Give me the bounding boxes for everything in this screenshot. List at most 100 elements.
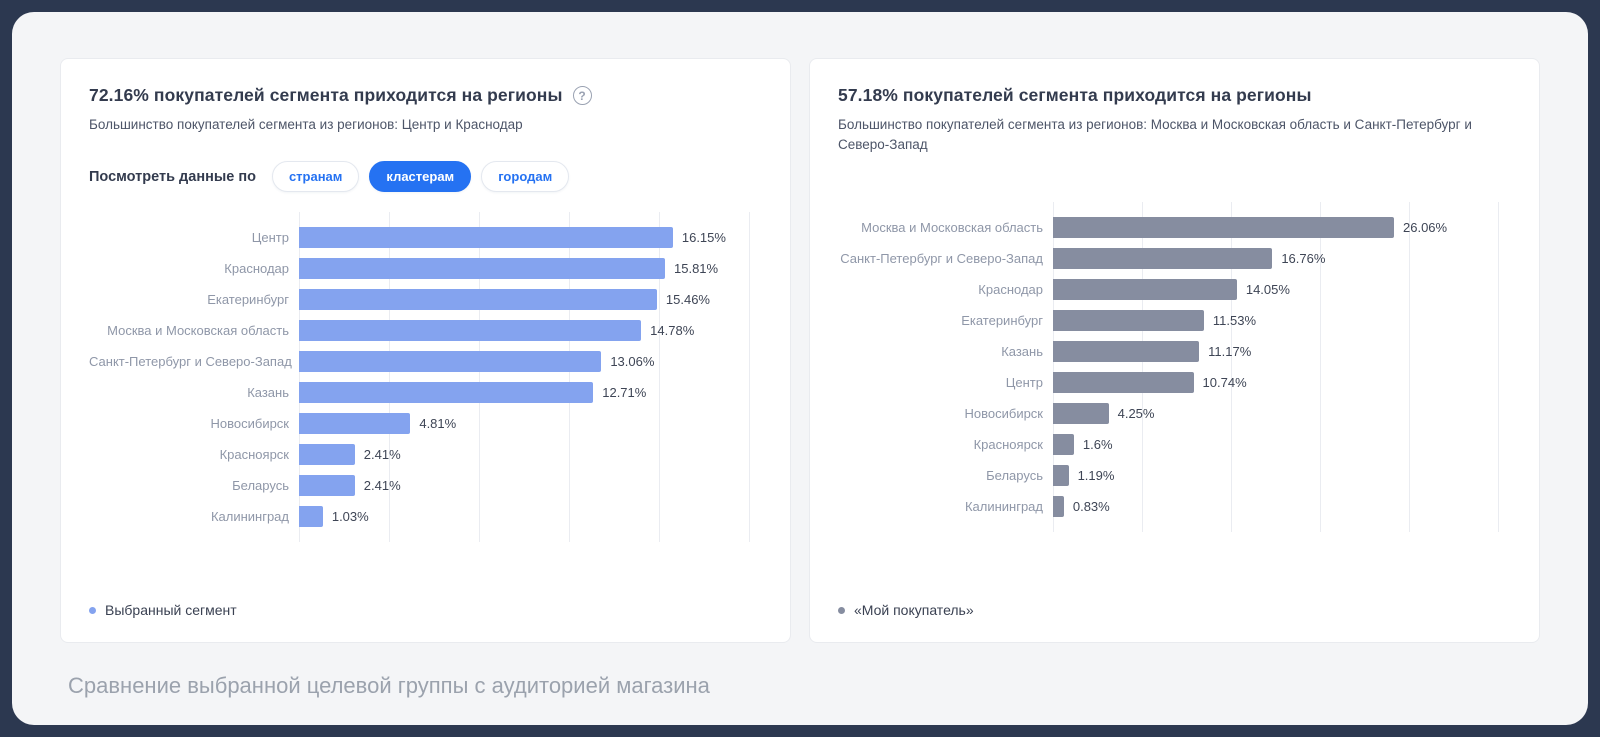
value-label: 1.03% — [331, 509, 369, 525]
value-label: 26.06% — [1403, 219, 1448, 235]
bar-track: 13.06% — [299, 346, 762, 377]
bar-track: 11.17% — [1053, 336, 1511, 367]
bar-track: 14.05% — [1053, 274, 1511, 305]
legend-dot — [89, 606, 96, 614]
bar[interactable] — [1053, 495, 1064, 517]
filter-pill-clusters[interactable]: кластерам — [369, 161, 472, 193]
legend-dot — [838, 606, 845, 614]
bar-track: 0.83% — [1053, 491, 1511, 522]
chart-row: Екатеринбург 11.53% — [838, 305, 1511, 336]
bar-track: 11.53% — [1053, 305, 1511, 336]
bar[interactable] — [299, 475, 355, 497]
chart-row: Центр 10.74% — [838, 367, 1511, 398]
value-label: 13.06% — [610, 354, 655, 370]
chart-row: Краснодар 14.05% — [838, 274, 1511, 305]
charts-row: 72.16% покупателей сегмента приходится н… — [12, 12, 1588, 643]
category-label: Санкт-Петербург и Северо-Запад — [840, 250, 1043, 266]
bar[interactable] — [299, 382, 594, 404]
chart-row: Екатеринбург 15.46% — [89, 284, 762, 315]
audience-bar-chart: Москва и Московская область 26.06% Санкт-П… — [838, 201, 1511, 532]
category-label: Беларусь — [986, 467, 1043, 483]
category-label: Центр — [251, 230, 289, 246]
bar[interactable] — [1053, 433, 1074, 455]
bar-track: 1.19% — [1053, 460, 1511, 491]
bar[interactable] — [299, 413, 411, 435]
chart-row: Новосибирск 4.81% — [89, 408, 762, 439]
category-label: Москва и Московская область — [107, 323, 289, 339]
bar-track: 10.74% — [1053, 367, 1511, 398]
category-label: Краснодар — [978, 281, 1043, 297]
chart-row: Калининград 1.03% — [89, 501, 762, 532]
bar[interactable] — [299, 227, 673, 249]
filter-pill-cities[interactable]: городам — [481, 161, 570, 193]
category-label: Санкт-Петербург и Северо-Запад — [89, 354, 292, 370]
bar-track: 12.71% — [299, 377, 762, 408]
category-label: Казань — [247, 385, 289, 401]
bar[interactable] — [1053, 309, 1204, 331]
bar-track: 15.81% — [299, 253, 762, 284]
chart-row: Казань 11.17% — [838, 336, 1511, 367]
bar[interactable] — [1053, 216, 1394, 238]
value-label: 0.83% — [1072, 498, 1110, 514]
bar[interactable] — [1053, 278, 1237, 300]
chart-row: Беларусь 2.41% — [89, 470, 762, 501]
value-label: 16.76% — [1281, 250, 1326, 266]
bar[interactable] — [299, 258, 665, 280]
panel-title: 72.16% покупателей сегмента приходится н… — [89, 85, 563, 105]
category-label: Красноярск — [973, 436, 1043, 452]
bar-track: 16.76% — [1053, 243, 1511, 274]
help-icon[interactable]: ? — [572, 86, 592, 105]
segment-panel: 72.16% покупателей сегмента приходится н… — [60, 58, 791, 643]
chart-row: Краснодар 15.81% — [89, 253, 762, 284]
bar[interactable] — [1053, 340, 1200, 362]
chart-row: Калининград 0.83% — [838, 491, 1511, 522]
chart-row: Санкт-Петербург и Северо-Запад 16.76% — [838, 243, 1511, 274]
category-label: Екатеринбург — [961, 312, 1043, 328]
bar[interactable] — [299, 320, 642, 342]
legend: Выбранный сегмент — [89, 602, 762, 622]
chart-row: Казань 12.71% — [89, 377, 762, 408]
bar-track: 2.41% — [299, 439, 762, 470]
chart-row: Санкт-Петербург и Северо-Запад 13.06% — [89, 346, 762, 377]
bar[interactable] — [299, 351, 602, 373]
value-label: 11.53% — [1212, 312, 1257, 328]
filter-label: Посмотреть данные по — [89, 168, 256, 185]
chart-row: Беларусь 1.19% — [838, 460, 1511, 491]
bar-track: 4.25% — [1053, 398, 1511, 429]
bar[interactable] — [1053, 247, 1273, 269]
bar-track: 15.46% — [299, 284, 762, 315]
panel-subtitle: Большинство покупателей сегмента из реги… — [838, 117, 1472, 153]
legend-label: Выбранный сегмент — [105, 602, 237, 618]
panel-title: 57.18% покупателей сегмента приходится н… — [838, 85, 1312, 105]
audience-panel: 57.18% покупателей сегмента приходится н… — [809, 58, 1540, 643]
bar[interactable] — [1053, 464, 1069, 486]
bar[interactable] — [1053, 402, 1109, 424]
bar[interactable] — [299, 506, 323, 528]
value-label: 4.81% — [419, 416, 457, 432]
category-label: Центр — [1005, 374, 1043, 390]
value-label: 15.46% — [665, 292, 710, 308]
value-label: 1.6% — [1082, 436, 1113, 452]
value-label: 10.74% — [1202, 374, 1247, 390]
bar[interactable] — [299, 444, 355, 466]
value-label: 14.05% — [1245, 281, 1290, 297]
category-label: Москва и Московская область — [861, 219, 1043, 235]
category-label: Красноярск — [219, 447, 289, 463]
panel-header: 72.16% покупателей сегмента приходится н… — [89, 85, 762, 106]
category-label: Калининград — [964, 498, 1043, 514]
content-area: 72.16% покупателей сегмента приходится н… — [12, 12, 1588, 725]
filter-pill-countries[interactable]: странам — [271, 161, 360, 193]
filter-pills: странам кластерам городам — [271, 161, 570, 193]
segment-bar-chart: Центр 16.15% Краснодар 15.81% Екатеринбург 15… — [89, 212, 762, 543]
bar-track: 2.41% — [299, 470, 762, 501]
bar-track: 16.15% — [299, 222, 762, 253]
value-label: 14.78% — [650, 323, 695, 339]
bar[interactable] — [1053, 371, 1194, 393]
category-label: Новосибирск — [964, 405, 1044, 421]
category-label: Екатеринбург — [207, 292, 289, 308]
chart-row: Новосибирск 4.25% — [838, 398, 1511, 429]
bar[interactable] — [299, 289, 657, 311]
chart-row: Москва и Московская область 26.06% — [838, 212, 1511, 243]
category-label: Калининград — [210, 509, 289, 525]
value-label: 2.41% — [363, 478, 401, 494]
